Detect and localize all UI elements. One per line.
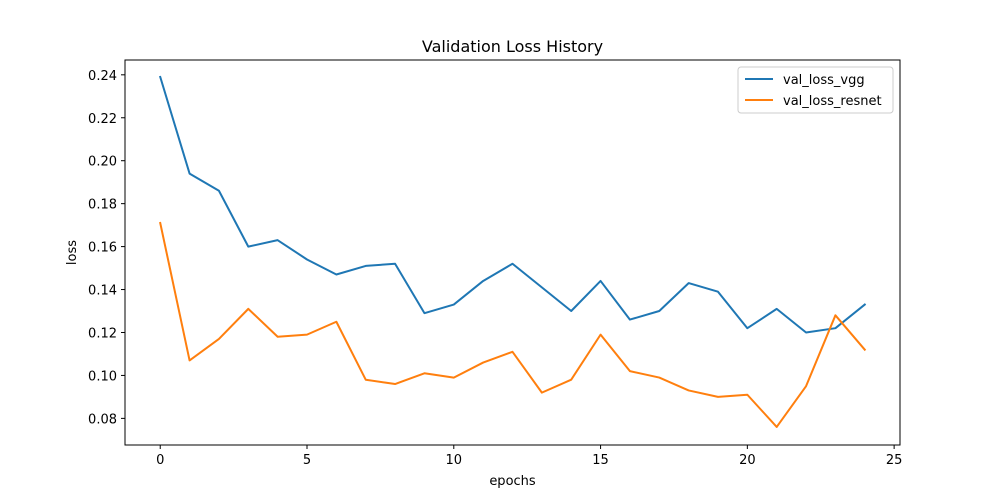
series-lines: [158, 75, 867, 428]
y-tick-label: 0.16: [88, 241, 117, 256]
x-tick-label: 0: [156, 453, 164, 468]
y-tick-label: 0.08: [88, 412, 117, 427]
x-tick-label: 20: [739, 453, 756, 468]
x-axis-label: epochs: [489, 474, 536, 489]
plot-area: [124, 59, 901, 446]
y-tick-label: 0.14: [88, 284, 117, 299]
x-tick-label: 10: [446, 453, 463, 468]
y-tick-label: 0.20: [88, 155, 117, 170]
series-line-val-loss-resnet: [159, 221, 867, 428]
legend-label-vgg: val_loss_vgg: [783, 73, 865, 88]
legend-label-resnet: val_loss_resnet: [783, 94, 882, 109]
y-tick-label: 0.22: [88, 112, 117, 127]
x-axis: 0 5 10 15 20 25: [156, 445, 902, 468]
x-tick-label: 15: [592, 453, 609, 468]
series-line-val-loss-vgg: [158, 75, 867, 334]
y-tick-label: 0.18: [88, 198, 117, 213]
plot-frame: [124, 59, 901, 446]
x-tick-label: 5: [303, 453, 311, 468]
chart-title: Validation Loss History: [422, 37, 603, 56]
legend: val_loss_vgg val_loss_resnet: [737, 66, 894, 114]
legend-box: [737, 66, 894, 114]
y-axis: 0.08 0.10 0.12 0.14 0.16 0.18 0.20 0.22 0.24: [88, 69, 125, 427]
y-tick-label: 0.24: [88, 69, 117, 84]
y-tick-label: 0.12: [88, 326, 117, 341]
y-axis-label: loss: [65, 240, 80, 265]
x-tick-label: 25: [886, 453, 903, 468]
y-tick-label: 0.10: [88, 369, 117, 384]
